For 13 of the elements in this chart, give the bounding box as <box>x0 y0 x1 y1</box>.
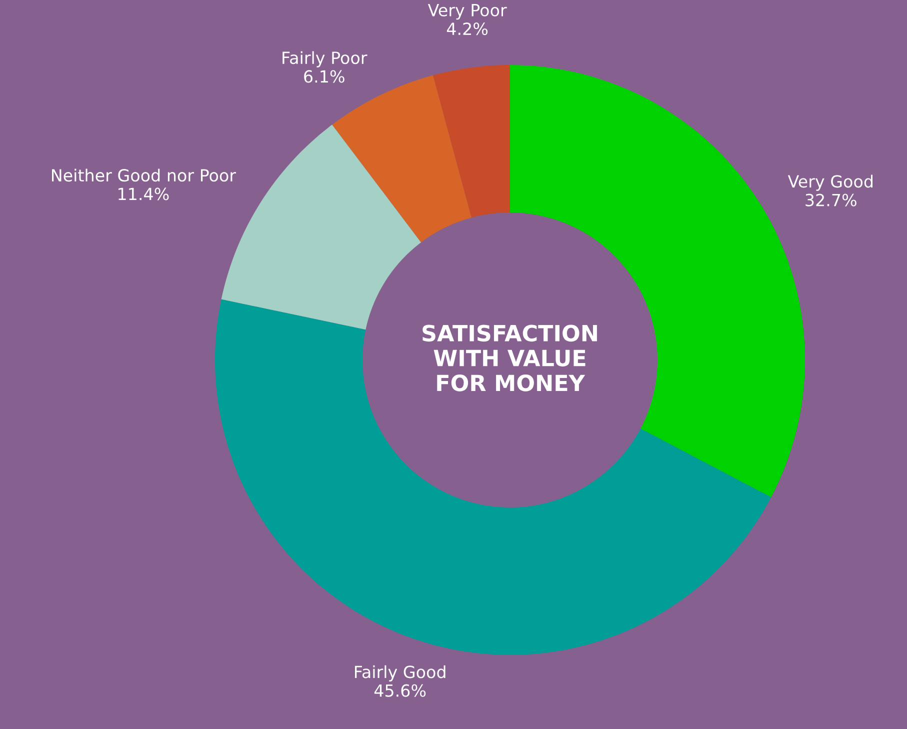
data-label: 6.1% <box>304 70 344 83</box>
data-label: 32.7% <box>806 194 856 206</box>
slice-label: Neither Good nor Poor <box>52 168 236 182</box>
slice-label: Fairly Good <box>354 665 446 682</box>
text: SATISFACTION WITH VALUE FOR MONEY <box>422 324 597 392</box>
donut-slice <box>215 299 772 655</box>
donut-slice <box>433 65 510 218</box>
data-label: 4.2% <box>446 22 488 36</box>
data-label: 45.6% <box>374 684 426 697</box>
slice-label: Fairly Poor <box>282 51 368 68</box>
slice-label: Very Poor <box>428 4 507 20</box>
slice-label: Very Good <box>788 174 872 191</box>
data-label: 11.4% <box>118 188 169 200</box>
